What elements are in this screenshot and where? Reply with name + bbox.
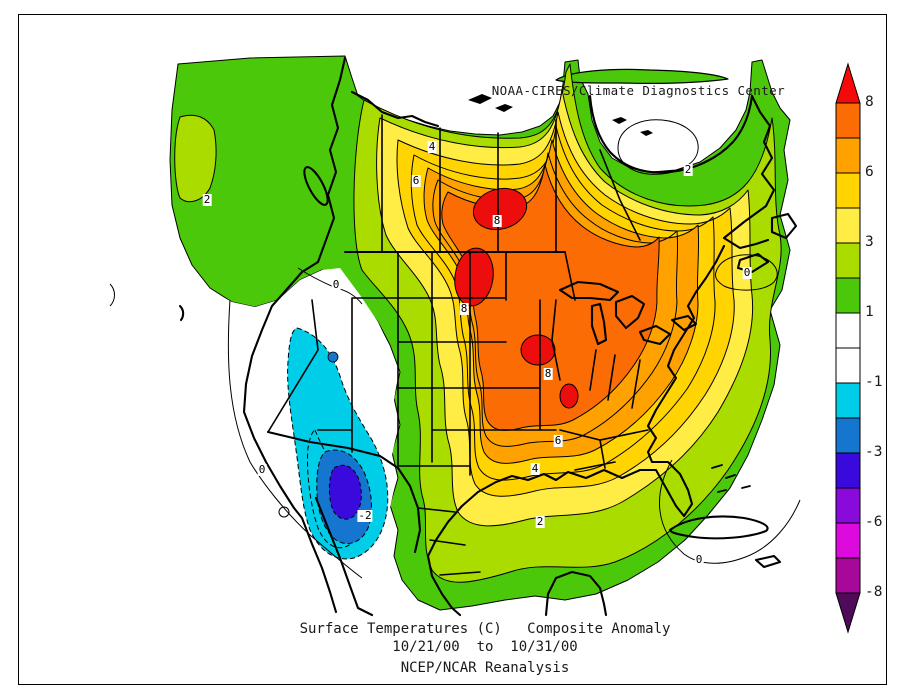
gulf-of-california-coast [314, 496, 374, 617]
us-state-borders [267, 251, 649, 476]
colorbar-segment-12-magenta [835, 522, 861, 559]
zero-contour-maritimes-loop [715, 254, 778, 291]
nova-scotia-island [736, 252, 770, 274]
lake-ontario [670, 314, 698, 332]
pacific-coastline [242, 56, 347, 614]
zero-contour-left-edge [109, 283, 115, 307]
colorbar-segment-9-blue [835, 417, 861, 454]
vancouver-island [303, 166, 329, 206]
labrador-coastline [722, 94, 776, 250]
zero-contour-small-loop [278, 506, 290, 518]
arctic-coastline [350, 90, 440, 128]
zero-contour-hudson-loop [617, 119, 699, 175]
cold-spot-nevada [327, 351, 339, 363]
hudson-islet-1 [612, 117, 627, 124]
field-ge8-red-core-missouri-illinois [559, 383, 579, 409]
colorbar-segment-1-orange [835, 137, 861, 174]
lake-michigan [590, 302, 608, 346]
colorbar-arrow-below-minus8 [835, 592, 861, 634]
haida-gwaii-island [178, 304, 185, 322]
newfoundland-island [770, 212, 798, 240]
colorbar [835, 62, 861, 634]
hudson-islet-2 [640, 130, 653, 136]
cuba-coastline [668, 515, 769, 540]
hudson-bay-coastline [588, 94, 754, 174]
colorbar-segments [835, 102, 861, 594]
colorbar-segment-8-cyan [835, 382, 861, 419]
coastlines [178, 56, 798, 617]
colorbar-segment-0-orangered [835, 102, 861, 139]
bahamas-islands [711, 464, 751, 493]
lake-superior [558, 280, 620, 302]
caption-date-range: 10/21/00 to 10/31/00 [392, 639, 578, 655]
arctic-islet-2 [495, 104, 513, 112]
zero-contour-caribbean [659, 459, 801, 564]
colorbar-arrow-above-8 [835, 62, 861, 104]
colorbar-segment-13-darkmagenta [835, 557, 861, 594]
field-lem3-indigo [328, 464, 362, 520]
canada-province-borders [381, 114, 641, 253]
colorbar-segment-5-green [835, 277, 861, 314]
lake-huron [614, 294, 646, 330]
contour-ring-m2-dashed [307, 429, 359, 549]
colorbar-segment-10-indigo [835, 452, 861, 489]
colorbar-segment-7-white [835, 347, 861, 384]
lake-erie [638, 324, 672, 346]
zero-contour-pacific [227, 299, 363, 579]
colorbar-segment-4-yellowgreen [835, 242, 861, 279]
great-lakes [558, 280, 698, 346]
colorbar-segment-2-gold [835, 172, 861, 209]
us-mexico-border [266, 430, 422, 554]
jamaica-island [754, 554, 782, 569]
colorbar-segment-3-paleyellow [835, 207, 861, 244]
field-ge8-red-core-manitoba [472, 187, 528, 231]
arctic-islands [468, 94, 653, 136]
arctic-island-strip [555, 68, 729, 84]
colorbar-segment-11-purple [835, 487, 861, 524]
arctic-islet-1 [468, 94, 492, 104]
field-ge8-red-core-iowa-missouri [520, 334, 556, 366]
field-ge2-patch-west [174, 114, 217, 203]
political-borders [267, 114, 649, 576]
atlantic-coastline [426, 244, 726, 617]
colorbar-segment-6-white [835, 312, 861, 349]
credit-text: NOAA-CIRES/Climate Diagnostics Center [491, 83, 785, 98]
caption-title: Surface Temperatures (C) Composite Anoma… [299, 621, 671, 637]
yucatan-coastline [544, 570, 608, 617]
caption-source: NCEP/NCAR Reanalysis [400, 660, 570, 676]
